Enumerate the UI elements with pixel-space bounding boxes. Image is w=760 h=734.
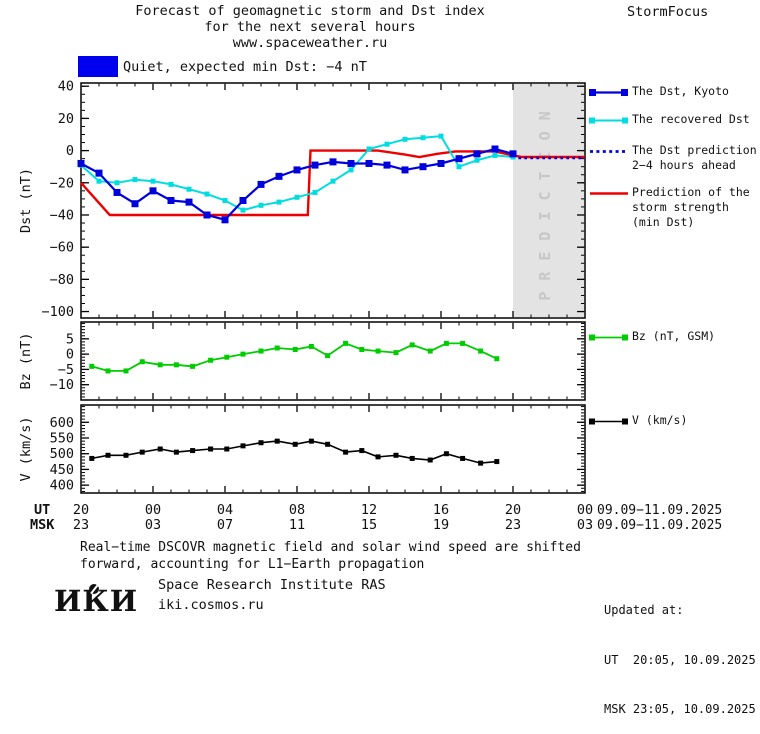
y-tick-label: −5 (58, 362, 74, 378)
y-axis-title: Bz (nT) (18, 333, 34, 390)
y-axis-title: Dst (nT) (18, 168, 34, 233)
date-range-label: 09.09−11.09.2025 (597, 518, 722, 533)
footnote-line-1: Real−time DSCOVR magnetic field and sola… (80, 540, 581, 555)
y-tick-label: 5 (66, 331, 74, 347)
logo-leaf-icon (89, 584, 99, 594)
svg-text:03: 03 (145, 517, 161, 533)
figure-title: Forecast of geomagnetic storm and Dst in… (60, 3, 560, 51)
svg-text:19: 19 (433, 517, 449, 533)
y-tick-label: 600 (50, 415, 74, 431)
y-tick-label: −80 (50, 272, 74, 288)
svg-text:00: 00 (145, 502, 161, 518)
y-tick-label: −60 (50, 240, 74, 256)
updated-at-ut: UT 20:05, 10.09.2025 (604, 652, 756, 667)
series-the-recovered-dst (78, 133, 516, 213)
site-url: www.spaceweather.ru (232, 35, 388, 51)
legend-item-dst-prediction: The Dst prediction 2−4 hours ahead (589, 143, 757, 173)
series-bz-nt-gsm- (89, 340, 500, 374)
y-tick-label: 400 (50, 478, 74, 494)
date-range-label: 09.09−11.09.2025 (597, 503, 722, 518)
x-axis-row: MSK 23 03 07 11 15 19 23 03 09.09−11.09.2025 (30, 517, 722, 533)
storm-level-swatch (78, 56, 118, 77)
svg-text:UT: UT (34, 502, 50, 518)
svg-text:03: 03 (577, 517, 593, 533)
series-prediction-of-the-storm-strength-min-dst- (80, 149, 585, 217)
title-line-1: Forecast of geomagnetic storm and Dst in… (135, 3, 485, 19)
brand-stormfocus: StormFocus (627, 4, 709, 20)
svg-text:23: 23 (505, 517, 521, 533)
y-tick-label: −20 (50, 175, 74, 191)
legend-item-recovered-dst: The recovered Dst (589, 112, 750, 131)
legend-label: The recovered Dst (632, 112, 750, 126)
y-tick-label: 20 (58, 111, 74, 127)
footnote-line-2: forward, accounting for L1−Earth propaga… (80, 557, 425, 572)
panel-dst: PREDICTION 40 20 0 −20 −40 −60 −80 −100 Dst (nT) (18, 79, 586, 320)
dotted-line-icon (589, 145, 629, 173)
prediction-region (513, 84, 584, 317)
title-line-2: for the next several hours (204, 19, 416, 35)
recovered-dst-line-icon (589, 114, 629, 131)
x-axis-row: UT 20 00 04 08 12 16 20 00 09.09−11.09.2025 (34, 502, 722, 518)
series-v-km-s- (89, 438, 500, 466)
svg-text:04: 04 (217, 502, 233, 518)
svg-text:15: 15 (361, 517, 377, 533)
y-tick-label: 450 (50, 462, 74, 478)
iki-logo: ИКИ (54, 584, 138, 618)
y-tick-label: 0 (66, 347, 74, 363)
dst-kyoto-line-icon (589, 86, 629, 103)
prediction-label: PREDICTION (536, 100, 554, 300)
svg-text:12: 12 (361, 502, 377, 518)
svg-text:20: 20 (505, 502, 521, 518)
svg-text:08: 08 (289, 502, 305, 518)
red-line-icon (589, 187, 629, 230)
svg-text:11: 11 (289, 517, 305, 533)
legend-item-storm-prediction: Prediction of the storm strength (min Ds… (589, 185, 750, 230)
legend-label: The Dst prediction 2−4 hours ahead (632, 143, 757, 172)
institute-site: iki.cosmos.ru (158, 597, 264, 613)
y-tick-label: 40 (58, 79, 74, 95)
svg-text:07: 07 (217, 517, 233, 533)
y-tick-label: −40 (50, 207, 74, 223)
updated-at-block: Updated at: UT 20:05, 10.09.2025 MSK 23:… (604, 569, 756, 734)
panel-bz: 50−5−10 Bz (nT) (18, 321, 586, 401)
svg-text:23: 23 (73, 517, 89, 533)
y-tick-label: −100 (41, 304, 74, 320)
series-the-dst-kyoto (77, 145, 517, 224)
legend-item-v: V (km/s) (589, 413, 687, 432)
y-tick-label: 0 (66, 143, 74, 159)
updated-at-msk: MSK 23:05, 10.09.2025 (604, 702, 756, 716)
v-line-icon (589, 415, 629, 432)
storm-status-label: Quiet, expected min Dst: −4 nT (123, 59, 367, 75)
svg-text:20: 20 (73, 502, 89, 518)
legend-label: Prediction of the storm strength (min Ds… (632, 185, 750, 229)
svg-text:00: 00 (577, 502, 593, 518)
legend-label: Bz (nT, GSM) (632, 329, 716, 343)
legend-label: The Dst, Kyoto (632, 84, 729, 98)
y-tick-label: −10 (50, 377, 74, 393)
bz-line-icon (589, 331, 629, 348)
legend-item-bz: Bz (nT, GSM) (589, 329, 715, 348)
legend-label: V (km/s) (632, 413, 688, 427)
y-tick-label: 500 (50, 446, 74, 462)
legend-item-dst-kyoto: The Dst, Kyoto (589, 84, 729, 103)
updated-at-title: Updated at: (604, 603, 684, 617)
y-axis-title: V (km/s) (18, 416, 34, 481)
svg-text:16: 16 (433, 502, 449, 518)
svg-text:MSK: MSK (30, 517, 55, 533)
y-tick-label: 550 (50, 431, 74, 447)
institute-name: Space Research Institute RAS (158, 577, 386, 593)
